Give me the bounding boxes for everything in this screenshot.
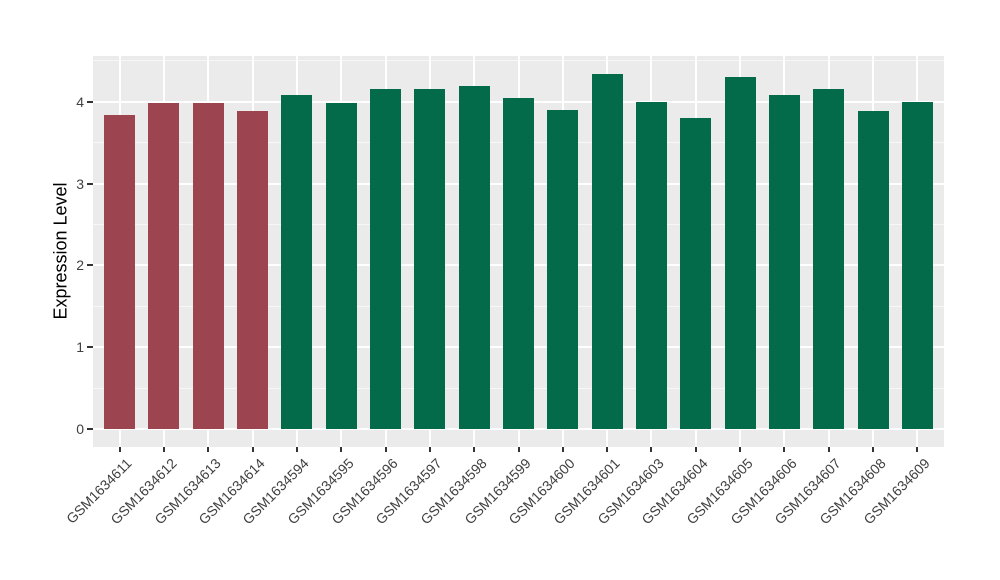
bar-GSM1634599 (503, 98, 534, 430)
x-tick-GSM1634596 (384, 447, 387, 452)
bar-GSM1634613 (192, 103, 224, 430)
x-tick-GSM1634603 (650, 447, 653, 452)
y-tick-1 (87, 346, 93, 349)
x-tick-GSM1634601 (606, 447, 609, 452)
y-tick-3 (87, 182, 93, 185)
bar-GSM1634600 (547, 109, 579, 430)
bar-GSM1634611 (104, 114, 136, 430)
bar-GSM1634607 (813, 88, 845, 430)
x-tick-GSM1634607 (827, 447, 830, 452)
y-tick-label-2: 2 (76, 257, 84, 274)
bar-GSM1634609 (901, 101, 933, 430)
x-tick-GSM1634604 (694, 447, 697, 452)
bar-GSM1634597 (414, 88, 446, 430)
x-tick-GSM1634598 (473, 447, 476, 452)
x-tick-GSM1634599 (517, 447, 520, 452)
y-tick-label-0: 0 (76, 421, 84, 438)
bar-GSM1634601 (591, 73, 623, 430)
bar-GSM1634608 (857, 110, 889, 430)
x-tick-GSM1634611 (118, 447, 121, 452)
bar-GSM1634594 (281, 95, 313, 430)
x-tick-GSM1634595 (340, 447, 343, 452)
x-tick-GSM1634608 (872, 447, 875, 452)
bar-GSM1634614 (237, 111, 269, 430)
bar-GSM1634595 (325, 103, 357, 430)
x-tick-GSM1634612 (162, 447, 165, 452)
x-tick-GSM1634606 (783, 447, 786, 452)
x-tick-GSM1634613 (207, 447, 210, 452)
y-tick-label-1: 1 (76, 339, 84, 356)
y-tick-2 (87, 264, 93, 267)
plot-panel (93, 56, 944, 447)
bar-GSM1634598 (458, 86, 490, 430)
bar-GSM1634596 (370, 88, 402, 430)
x-tick-GSM1634600 (561, 447, 564, 452)
x-tick-GSM1634605 (739, 447, 742, 452)
x-tick-GSM1634594 (295, 447, 298, 452)
bar-GSM1634605 (724, 77, 756, 430)
bar-GSM1634604 (680, 117, 712, 430)
x-tick-GSM1634597 (428, 447, 431, 452)
x-tick-GSM1634614 (251, 447, 254, 452)
y-tick-label-3: 3 (76, 175, 84, 192)
y-axis-title: Expression Level (50, 182, 71, 320)
y-tick-0 (87, 428, 93, 431)
y-tick-4 (87, 100, 93, 103)
y-tick-label-4: 4 (76, 93, 84, 110)
bar-GSM1634612 (148, 103, 180, 430)
x-tick-GSM1634609 (916, 447, 919, 452)
bar-GSM1634606 (768, 95, 800, 430)
bar-GSM1634603 (635, 101, 667, 430)
